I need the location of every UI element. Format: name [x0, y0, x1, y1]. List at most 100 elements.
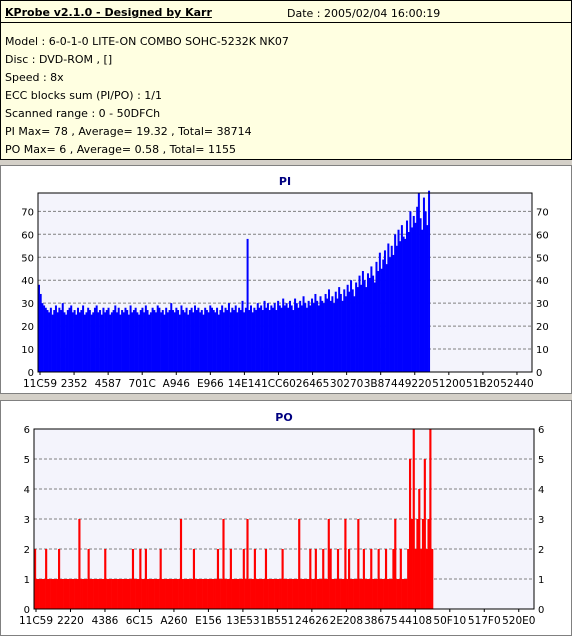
- data-bar: [187, 579, 190, 609]
- y-tick-label-left: 1: [24, 575, 30, 586]
- y-tick-label-left: 3: [24, 515, 30, 526]
- data-bar: [155, 312, 158, 372]
- data-bar: [85, 579, 88, 609]
- data-bar: [151, 307, 154, 372]
- data-bar: [272, 579, 275, 609]
- data-bar: [400, 225, 403, 372]
- data-bar: [143, 312, 146, 372]
- data-bar: [152, 579, 155, 609]
- data-bar: [91, 579, 94, 609]
- data-bar: [170, 303, 173, 372]
- data-bar: [429, 429, 432, 609]
- data-bar: [126, 579, 129, 609]
- data-bar: [93, 579, 96, 609]
- plot-frame: [37, 192, 533, 373]
- data-bar: [321, 300, 324, 372]
- data-bar: [43, 579, 46, 609]
- data-bar: [178, 579, 181, 609]
- data-bar: [203, 579, 207, 609]
- data-bar: [380, 268, 383, 372]
- data-bar: [224, 307, 227, 372]
- data-bar: [96, 579, 99, 609]
- data-bar: [273, 303, 276, 372]
- data-bar: [207, 312, 210, 372]
- data-bar: [368, 277, 371, 372]
- x-tick-label: 14E14: [228, 378, 262, 390]
- data-bar: [387, 243, 390, 372]
- data-bar: [243, 312, 246, 372]
- data-bar: [412, 215, 415, 372]
- x-tick-label: 13E53: [226, 615, 259, 627]
- data-bar: [248, 310, 251, 372]
- data-bar: [157, 579, 160, 609]
- data-bar: [109, 579, 112, 609]
- data-bar: [82, 579, 85, 609]
- data-bar: [244, 307, 247, 372]
- data-bar: [51, 314, 54, 372]
- y-tick-label-left: 6: [24, 425, 30, 436]
- data-bar: [185, 579, 188, 609]
- data-bar: [426, 225, 429, 372]
- data-bar: [392, 254, 395, 372]
- data-bar: [394, 519, 397, 609]
- data-bar: [46, 310, 49, 372]
- data-bar: [88, 310, 91, 372]
- data-bar: [168, 310, 171, 372]
- x-tick-label: A946: [163, 378, 191, 390]
- data-bar: [227, 579, 231, 609]
- data-bar: [322, 303, 325, 372]
- x-tick-label: 11C59: [19, 615, 53, 627]
- data-bar: [78, 312, 81, 372]
- data-bar: [288, 300, 291, 372]
- data-bar: [43, 305, 46, 372]
- data-bar: [117, 579, 120, 609]
- data-bar: [205, 579, 208, 609]
- data-bar: [142, 579, 146, 609]
- data-bar: [117, 307, 120, 372]
- data-bar: [238, 307, 241, 372]
- data-bar: [295, 303, 298, 372]
- data-bar: [58, 549, 61, 609]
- data-bar: [427, 519, 430, 609]
- data-bar: [250, 579, 253, 609]
- data-bar: [255, 310, 258, 372]
- data-bar: [122, 579, 125, 609]
- model-line: Model : 6-0-1-0 LITE-ON COMBO SOHC-5232K…: [5, 35, 289, 48]
- data-bar: [294, 298, 297, 372]
- data-bar: [292, 310, 295, 372]
- data-bar: [205, 310, 208, 372]
- data-bar: [148, 314, 151, 372]
- x-tick-label: 24626: [295, 615, 329, 627]
- data-bar: [70, 579, 74, 609]
- data-bar: [409, 211, 412, 372]
- data-bar: [95, 305, 98, 372]
- data-bar: [314, 293, 317, 372]
- data-bar: [414, 549, 417, 609]
- data-bar: [397, 579, 401, 609]
- data-bar: [307, 579, 310, 609]
- data-bar: [383, 579, 386, 609]
- data-bar: [139, 310, 142, 372]
- y-tick-label-left: 70: [21, 207, 34, 218]
- data-bar: [366, 579, 369, 609]
- x-tick-label: 520E0: [502, 615, 535, 627]
- data-bar: [121, 310, 124, 372]
- x-tick-label: 50F10: [433, 615, 466, 627]
- data-bar: [131, 312, 134, 372]
- data-bar: [222, 312, 225, 372]
- x-tick-label: 2E208: [330, 615, 363, 627]
- data-bar: [279, 579, 282, 609]
- data-bar: [112, 310, 115, 372]
- y-tick-label-right: 50: [536, 253, 549, 264]
- data-bar: [126, 310, 129, 372]
- data-bar: [197, 307, 200, 372]
- data-bar: [407, 549, 410, 609]
- data-bar: [209, 579, 212, 609]
- data-bar: [183, 312, 186, 372]
- chart-title: PO: [275, 411, 292, 424]
- data-bar: [210, 307, 213, 372]
- data-bar: [277, 300, 280, 372]
- data-bar: [83, 314, 86, 372]
- y-tick-label-left: 4: [24, 485, 30, 496]
- data-bar: [270, 579, 273, 609]
